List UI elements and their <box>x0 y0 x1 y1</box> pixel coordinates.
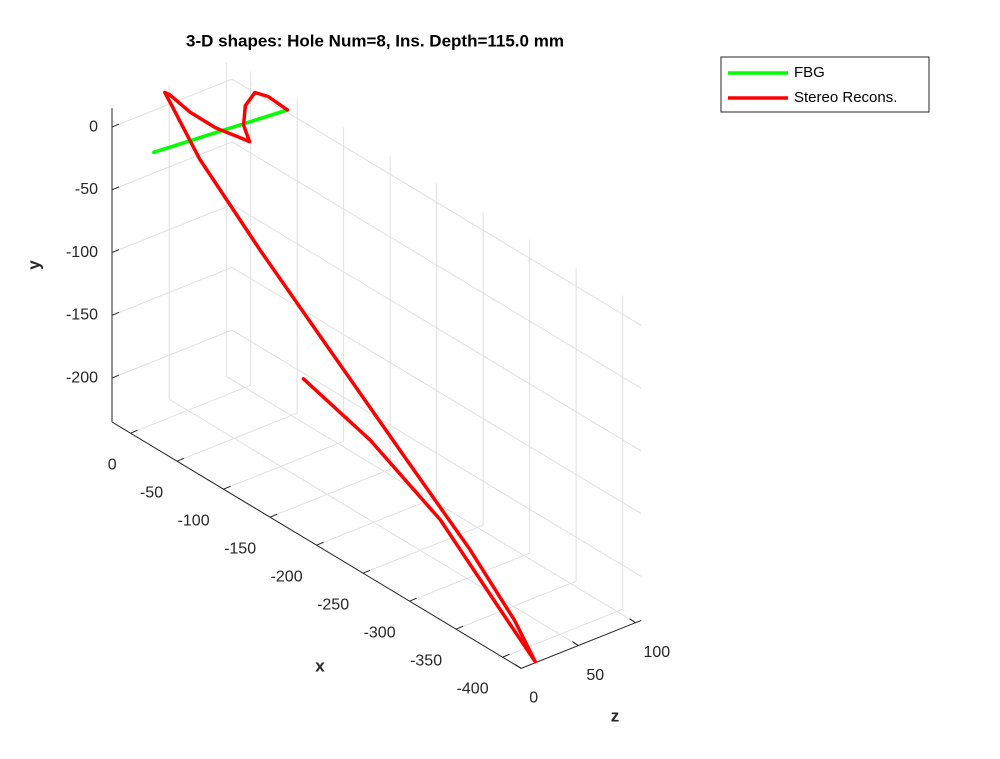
grid-line <box>231 78 642 326</box>
y-tick-label: -200 <box>66 369 98 386</box>
z-tick-label: 100 <box>644 644 671 661</box>
y-tick <box>111 374 120 379</box>
x-tick <box>316 541 324 546</box>
z-tick <box>629 618 636 624</box>
legend: FBG Stereo Recons. <box>720 56 930 113</box>
grid-line <box>231 141 642 389</box>
grid-line <box>269 468 391 518</box>
data-line <box>163 90 537 664</box>
y-tick-label: -50 <box>75 181 98 198</box>
x-tick <box>130 429 138 434</box>
z-axis-label: z <box>611 706 620 725</box>
x-tick-label: -200 <box>271 568 303 585</box>
grid-line <box>231 204 642 452</box>
x-tick-label: -100 <box>178 512 210 529</box>
grid-line <box>502 608 623 658</box>
x-tick-label: -400 <box>457 680 489 697</box>
grid-line <box>111 329 233 379</box>
y-tick-label: -100 <box>66 244 98 261</box>
y-axis-label: y <box>24 260 43 270</box>
z-tick-label: 50 <box>586 667 604 684</box>
grid-line <box>176 412 298 462</box>
x-tick <box>176 457 185 462</box>
z-axis-line <box>521 619 642 669</box>
z-tick <box>514 663 522 669</box>
y-tick <box>111 123 120 128</box>
grid-line <box>226 375 636 624</box>
legend-label: FBG <box>794 64 825 81</box>
x-tick-label: -50 <box>140 484 163 501</box>
x-tick <box>502 653 510 658</box>
x-tick-label: -350 <box>410 652 442 669</box>
x-tick-label: -250 <box>317 596 349 613</box>
y-tick <box>111 249 120 254</box>
x-tick <box>455 625 464 630</box>
z-tick-label: 0 <box>529 690 538 707</box>
grid-line <box>111 204 233 254</box>
x-tick-label: -300 <box>364 624 396 641</box>
x-tick <box>223 485 231 490</box>
x-tick-label: 0 <box>108 456 117 473</box>
x-tick <box>269 513 278 518</box>
axes: -200 -150 -100 -50 0 -400 -350 -300 -250 -200 -150… <box>66 108 671 707</box>
grid-line <box>168 398 579 646</box>
grid-line <box>111 266 233 316</box>
x-axis-label: x <box>315 656 325 675</box>
legend-box <box>720 56 930 113</box>
plot-lines <box>152 90 537 664</box>
grid-line <box>455 580 577 630</box>
grid-line <box>409 552 530 602</box>
chart-title: 3-D shapes: Hole Num=8, Ins. Depth=115.0… <box>186 31 564 50</box>
y-tick-label: -150 <box>66 307 98 324</box>
x-tick <box>409 597 417 602</box>
y-tick-label: 0 <box>89 118 98 135</box>
y-tick <box>111 311 120 316</box>
z-tick <box>572 641 579 646</box>
x-tick <box>362 569 371 574</box>
grid-line <box>362 524 484 574</box>
grid-line <box>316 496 437 546</box>
grid-line <box>111 141 233 191</box>
grid-line <box>130 384 251 434</box>
grid-line <box>223 440 344 490</box>
y-tick <box>111 186 120 191</box>
grid-line <box>231 329 642 577</box>
legend-label: Stereo Recons. <box>794 89 897 106</box>
x-tick-label: -150 <box>224 540 256 557</box>
